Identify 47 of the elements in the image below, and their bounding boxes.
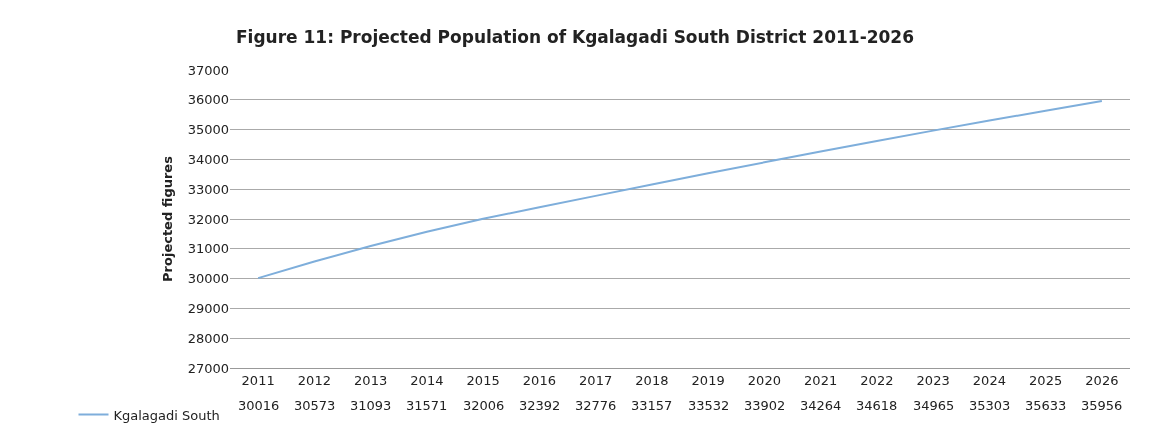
legend-label: Kgalagadi South [113, 407, 220, 423]
x-tick-label: 2014 [410, 372, 444, 388]
x-tick-label: 2024 [972, 372, 1006, 388]
y-tick-label: 28000 [187, 330, 229, 346]
x-tick-label: 2011 [241, 372, 275, 388]
x-tick-label: 2023 [916, 372, 950, 388]
x-tick-label: 2026 [1085, 372, 1119, 388]
data-label: 35633 [1025, 398, 1067, 413]
data-label: 32776 [575, 398, 617, 413]
line-series [257, 100, 1103, 280]
y-tick-label: 36000 [187, 92, 229, 108]
x-tick-label: 2012 [297, 372, 331, 388]
y-tick-label: 37000 [187, 62, 229, 78]
y-tick-label: 27000 [187, 360, 229, 376]
x-tick-label: 2025 [1029, 372, 1063, 388]
data-label: 32392 [519, 398, 561, 413]
data-label: 31093 [350, 398, 392, 413]
x-tick-label: 2013 [354, 372, 388, 388]
y-tick-label: 32000 [187, 211, 229, 227]
data-label: 33902 [744, 398, 786, 413]
x-tick-label: 2016 [522, 372, 556, 388]
data-label: 34965 [913, 398, 955, 413]
y-tick-label: 31000 [187, 241, 229, 257]
x-tick-label: 2018 [635, 372, 669, 388]
data-label: 31571 [406, 398, 448, 413]
y-tick-label: 33000 [187, 181, 229, 197]
data-label: 33532 [688, 398, 730, 413]
data-label: 32006 [463, 398, 505, 413]
data-label: 35956 [1081, 398, 1123, 413]
chart-title: Figure 11: Projected Population of Kgalagadi South District 2011-2026 [235, 26, 915, 47]
y-axis-title: Projected figures [159, 155, 175, 282]
data-label: 35303 [969, 398, 1011, 413]
data-label: 34264 [800, 398, 842, 413]
x-tick-label: 2015 [466, 372, 500, 388]
x-tick-label: 2020 [747, 372, 781, 388]
y-tick-label: 29000 [187, 300, 229, 316]
data-label: 33157 [631, 398, 673, 413]
data-label: 30016 [238, 398, 280, 413]
data-label: 30573 [294, 398, 336, 413]
x-tick-label: 2021 [804, 372, 838, 388]
y-tick-label: 30000 [187, 271, 229, 287]
x-tick-label: 2019 [691, 372, 725, 388]
x-tick-label: 2017 [579, 372, 613, 388]
x-tick-label: 2022 [860, 372, 894, 388]
data-label: 34618 [856, 398, 898, 413]
y-tick-label: 34000 [187, 151, 229, 167]
y-tick-label: 35000 [187, 122, 229, 138]
